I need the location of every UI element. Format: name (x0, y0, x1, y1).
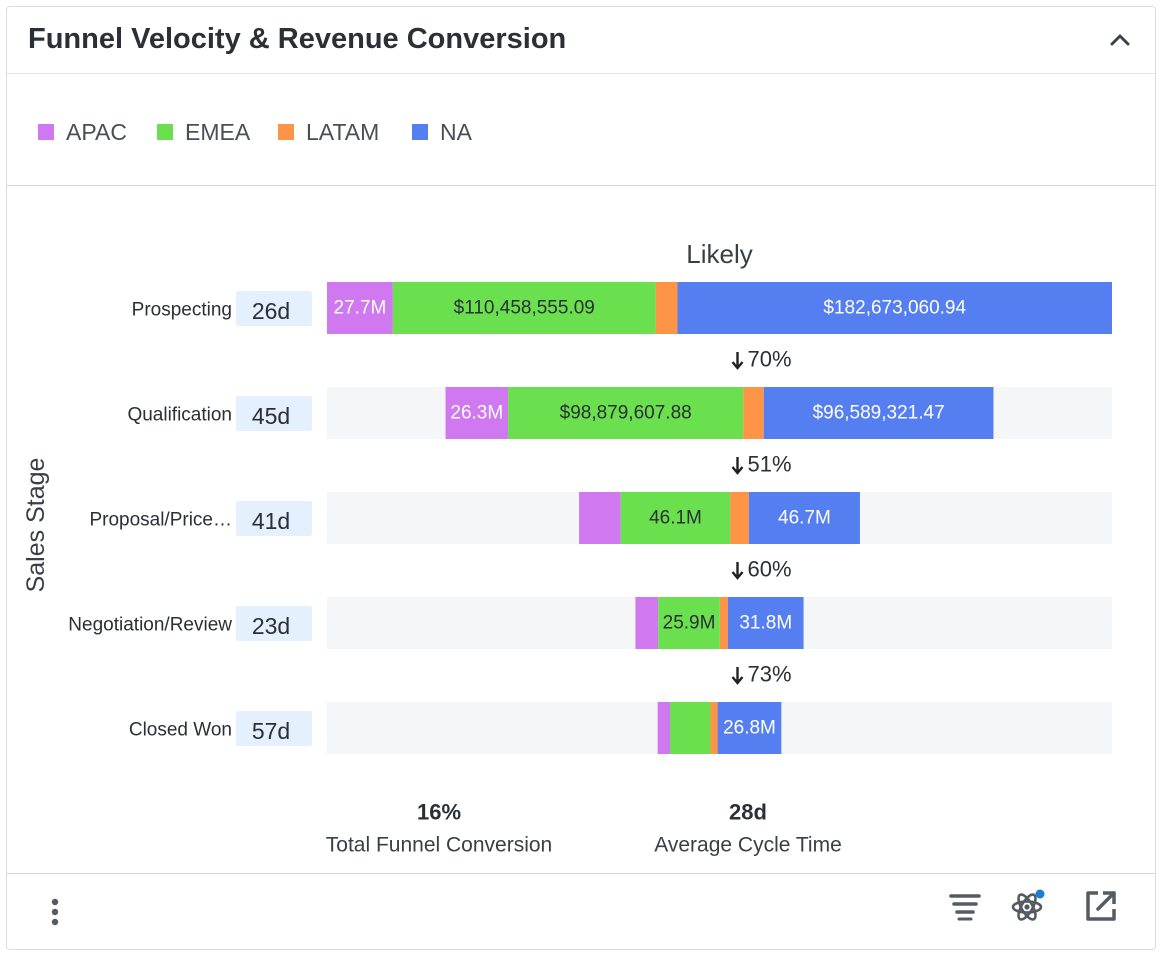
bar-segment-emea (620, 492, 731, 544)
legend-item-latam[interactable]: LATAM (278, 117, 379, 147)
bar-segment-latam (743, 387, 764, 439)
legend-label: LATAM (306, 118, 380, 145)
bar-data-label: $182,673,060.94 (823, 298, 966, 319)
stage-label: Prospecting (132, 300, 232, 321)
stage-label: Negotiation/Review (68, 615, 232, 636)
bar-segment-apac (635, 597, 659, 649)
y-axis-label: Sales Stage (22, 458, 50, 593)
bar-segment-na (748, 492, 860, 544)
legend-swatch (157, 124, 173, 140)
legend-swatch (38, 124, 54, 140)
cycle-time-value: 23d (252, 613, 290, 639)
cycle-time-badge (236, 606, 312, 641)
widget-footer (7, 873, 1155, 949)
bar-segment-emea (658, 597, 720, 649)
summary-value: 28d (729, 800, 767, 825)
bar-data-label: 46.1M (649, 508, 702, 529)
funnel-chart: Likely Sales Stage Prospecting 26d 27.7M $110… (7, 187, 1155, 875)
summary-value: 16% (417, 800, 461, 825)
bar-data-label: 25.9M (663, 613, 716, 634)
widget-card: Funnel Velocity & Revenue Conversion APA… (6, 6, 1156, 950)
widget-title: Funnel Velocity & Revenue Conversion (28, 23, 567, 55)
cycle-time-badge (236, 291, 312, 326)
bar-segment-na (677, 282, 1112, 334)
cycle-time-value: 57d (252, 718, 290, 744)
bar-data-label: $98,879,607.88 (560, 403, 692, 424)
bar-segment-na (717, 702, 782, 754)
down-arrow-icon (731, 667, 744, 685)
cycle-time-value: 41d (252, 508, 290, 534)
conversion-rate: 60% (748, 557, 792, 582)
conversion-rate: 73% (748, 662, 792, 687)
legend-item-apac[interactable]: APAC (38, 117, 127, 147)
bar-data-label: 26.3M (450, 403, 503, 424)
bar-segment-apac (579, 492, 621, 544)
bar-segment-latam (730, 492, 749, 544)
bar-segment-apac (327, 282, 393, 334)
bar-data-label: $110,458,555.09 (454, 298, 595, 319)
cycle-time-badge (236, 396, 312, 431)
bar-segment-emea (508, 387, 744, 439)
stage-label: Qualification (127, 405, 232, 426)
legend-item-emea[interactable]: EMEA (157, 117, 250, 147)
bar-segment-emea (670, 702, 711, 754)
down-arrow-icon (731, 352, 744, 370)
bar-segment-latam (710, 702, 718, 754)
summary-label: Average Cycle Time (654, 834, 842, 857)
funnel-chart-svg: Likely Sales Stage Prospecting 26d 27.7M $110… (22, 239, 1112, 857)
bar-segment-na (763, 387, 994, 439)
chevron-up-icon[interactable] (1107, 27, 1133, 53)
cycle-time-badge (236, 711, 312, 746)
chart-legend: APAC EMEA LATAM NA (7, 74, 1155, 186)
stage-label: Closed Won (129, 720, 232, 741)
bar-data-label: $96,589,321.47 (813, 403, 945, 424)
bar-segment-apac (445, 387, 509, 439)
atom-icon[interactable] (1010, 888, 1046, 924)
bar-segment-na (727, 597, 804, 649)
bar-segment-latam (719, 597, 728, 649)
conversion-rate: 70% (748, 347, 792, 372)
legend-label: APAC (66, 118, 127, 145)
bar-data-label: 31.8M (739, 613, 792, 634)
bar-data-label: 27.7M (334, 298, 387, 319)
cycle-time-value: 26d (252, 298, 290, 324)
legend-item-na[interactable]: NA (412, 117, 472, 147)
conversion-rate: 51% (748, 452, 792, 477)
stage-label: Proposal/Price… (89, 510, 232, 531)
more-options-icon[interactable] (45, 892, 65, 932)
chart-title: Likely (686, 239, 752, 269)
down-arrow-icon (731, 457, 744, 475)
bar-segment-apac (657, 702, 671, 754)
legend-swatch (412, 124, 428, 140)
cycle-time-badge (236, 501, 312, 536)
down-arrow-icon (731, 562, 744, 580)
bar-data-label: 26.8M (723, 718, 776, 739)
bar-segment-emea (392, 282, 656, 334)
legend-label: NA (440, 118, 472, 145)
bar-segment-latam (655, 282, 678, 334)
summary-label: Total Funnel Conversion (326, 834, 552, 857)
widget-header: Funnel Velocity & Revenue Conversion (7, 7, 1155, 74)
bar-data-label: 46.7M (778, 508, 831, 529)
legend-label: EMEA (185, 118, 251, 145)
open-external-icon[interactable] (1083, 888, 1119, 924)
legend-swatch (278, 124, 294, 140)
cycle-time-value: 45d (252, 403, 290, 429)
sort-lines-icon[interactable] (947, 888, 983, 924)
